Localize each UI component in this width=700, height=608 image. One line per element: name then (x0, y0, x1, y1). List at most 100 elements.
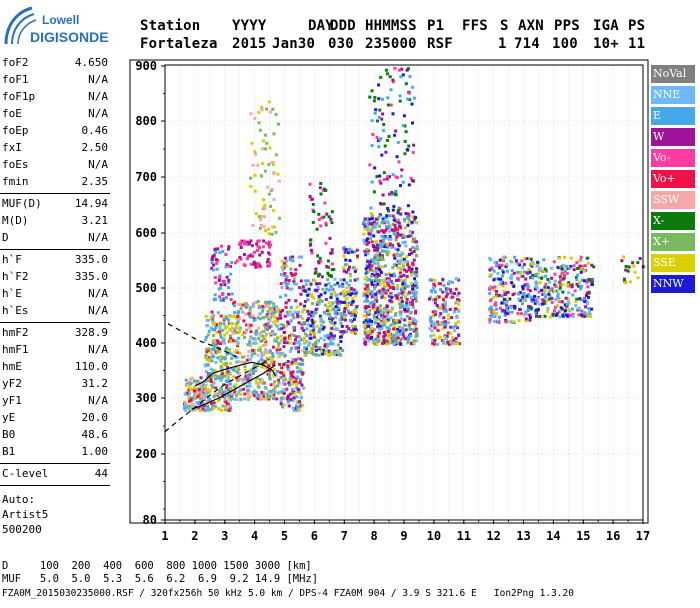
echo-point (566, 300, 570, 304)
echo-point (638, 257, 642, 261)
echo-point (392, 263, 396, 267)
echo-point (412, 258, 416, 262)
echo-point (318, 256, 322, 260)
echo-point (397, 259, 401, 263)
param-label: hmE (2, 360, 22, 373)
echo-point (287, 322, 291, 326)
echo-point (294, 338, 297, 342)
echo-point (299, 403, 303, 407)
param-row: yF2 31.2 (2, 377, 108, 393)
echo-point (209, 351, 213, 355)
echo-point (354, 267, 358, 271)
echo-point (279, 376, 283, 379)
param-row: hmF2 328.9 (2, 326, 108, 342)
echo-point (219, 367, 223, 371)
x-tick-label: 13 (516, 529, 530, 543)
echo-point (333, 327, 337, 331)
echo-point (377, 265, 381, 269)
echo-point (272, 360, 276, 364)
echo-point (272, 172, 276, 176)
echo-point (277, 122, 280, 126)
echo-point (263, 337, 267, 341)
echo-point (232, 385, 236, 388)
echo-point (450, 291, 454, 295)
echo-point (265, 107, 269, 111)
echo-point (497, 277, 501, 281)
echo-point (446, 331, 450, 335)
echo-point (369, 229, 373, 233)
echo-point (283, 376, 287, 380)
echo-point (273, 385, 277, 389)
echo-point (393, 190, 397, 194)
echo-point (498, 306, 502, 310)
echo-point (504, 320, 508, 324)
echo-point (377, 145, 381, 149)
echo-point (587, 295, 590, 299)
echo-point (406, 215, 410, 219)
echo-point (296, 387, 300, 391)
echo-point (218, 251, 222, 255)
echo-point (303, 289, 307, 293)
echo-point (256, 265, 260, 269)
echo-point (261, 309, 264, 313)
echo-point (444, 337, 448, 341)
echo-point (442, 341, 445, 345)
echo-point (188, 386, 192, 390)
echo-point (575, 261, 579, 265)
echo-point (372, 342, 376, 346)
echo-point (296, 409, 299, 413)
echo-point (262, 198, 265, 202)
echo-point (400, 287, 404, 290)
echo-point (298, 400, 302, 404)
echo-point (411, 261, 415, 265)
echo-point (307, 350, 311, 354)
echo-point (226, 388, 230, 391)
echo-point (411, 305, 415, 309)
echo-point (258, 253, 262, 257)
echo-point (325, 335, 329, 339)
echo-point (276, 370, 279, 373)
echo-point (308, 341, 312, 345)
echo-point (234, 349, 238, 353)
echo-point (528, 270, 532, 274)
echo-point (244, 330, 248, 334)
echo-point (567, 308, 571, 311)
echo-point (323, 201, 327, 205)
echo-point (273, 380, 277, 384)
echo-point (288, 392, 292, 396)
echo-point (289, 349, 292, 353)
header-label: PS (628, 18, 646, 34)
x-tick-label: 10 (427, 529, 441, 543)
echo-point (378, 331, 381, 335)
echo-point (392, 327, 396, 331)
echo-point (377, 115, 381, 119)
echo-point (523, 283, 527, 287)
echo-point (299, 370, 303, 374)
echo-point (382, 338, 386, 342)
echo-point (389, 88, 393, 92)
echo-point (250, 141, 254, 145)
echo-point (534, 283, 538, 287)
echo-point (247, 323, 251, 327)
param-row: C-level 44 (2, 467, 108, 483)
echo-point (322, 215, 326, 219)
echo-point (254, 379, 258, 383)
echo-point (296, 390, 300, 393)
echo-point (318, 186, 322, 190)
echo-point (213, 328, 217, 332)
echo-point (248, 241, 252, 245)
echo-point (305, 350, 309, 354)
echo-point (383, 307, 387, 311)
echo-point (534, 272, 538, 276)
echo-point (220, 372, 224, 376)
param-value: N/A (88, 304, 108, 317)
echo-point (488, 307, 492, 311)
echo-point (512, 304, 516, 308)
echo-point (216, 339, 219, 343)
echo-point (592, 265, 596, 269)
auto-scaling-text: Artist5 (2, 508, 49, 521)
echo-point (394, 226, 398, 230)
echo-point (388, 242, 392, 246)
echo-point (556, 265, 560, 269)
param-row: yF1 N/A (2, 394, 108, 410)
